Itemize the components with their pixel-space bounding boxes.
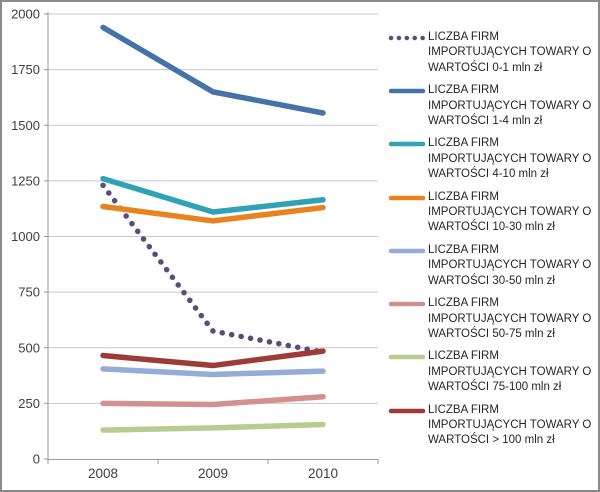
legend-item: LICZBA FIRM IMPORTUJĄCYCH TOWARY O WARTO…	[388, 243, 594, 289]
series-line	[100, 203, 326, 224]
legend-label: LICZBA FIRM IMPORTUJĄCYCH TOWARY O WARTO…	[428, 350, 592, 394]
series-line	[100, 175, 326, 215]
legend-label: LICZBA FIRM IMPORTUJĄCYCH TOWARY O WARTO…	[428, 403, 592, 447]
legend-item: LICZBA FIRM IMPORTUJĄCYCH TOWARY O WARTO…	[388, 190, 594, 236]
legend-item: LICZBA FIRM IMPORTUJĄCYCH TOWARY O WARTO…	[388, 83, 594, 129]
series-line	[100, 24, 326, 116]
legend-label: LICZBA FIRM IMPORTUJĄCYCH TOWARY O WARTO…	[428, 137, 592, 181]
legend-item: LICZBA FIRM IMPORTUJĄCYCH TOWARY O WARTO…	[388, 296, 594, 342]
legend-item: LICZBA FIRM IMPORTUJĄCYCH TOWARY O WARTO…	[388, 403, 594, 449]
y-tick-label: 750	[18, 285, 40, 300]
legend-label: LICZBA FIRM IMPORTUJĄCYCH TOWARY O WARTO…	[428, 84, 592, 128]
legend-label: LICZBA FIRM IMPORTUJĄCYCH TOWARY O WARTO…	[428, 297, 592, 340]
y-tick-label: 1250	[11, 173, 40, 188]
x-tick-label: 2008	[88, 466, 118, 481]
legend-line-swatch	[388, 408, 426, 413]
legend-line-swatch	[388, 195, 426, 200]
x-tick-label: 2009	[198, 466, 228, 481]
legend-line-swatch	[388, 301, 426, 307]
legend: LICZBA FIRM IMPORTUJĄCYCH TOWARY O WARTO…	[388, 30, 594, 456]
legend-line-swatch	[388, 88, 426, 94]
legend-label: LICZBA FIRM IMPORTUJĄCYCH TOWARY O WARTO…	[428, 190, 592, 234]
series-line	[100, 366, 326, 378]
series-line	[100, 421, 326, 433]
legend-line-swatch	[388, 142, 426, 147]
legend-line-swatch	[388, 248, 426, 254]
y-tick-label: 1000	[11, 229, 40, 244]
y-tick-label: 1750	[11, 62, 40, 77]
y-tick-label: 1500	[11, 118, 40, 133]
x-tick-label: 2010	[308, 466, 338, 481]
legend-item: LICZBA FIRM IMPORTUJĄCYCH TOWARY O WARTO…	[388, 30, 594, 76]
y-tick-label: 0	[33, 452, 40, 467]
series-line	[100, 348, 326, 369]
y-tick-label: 2000	[11, 7, 40, 22]
legend-dotted-line-swatch	[388, 35, 426, 41]
legend-line-swatch	[388, 355, 426, 360]
series-line	[100, 182, 326, 355]
y-tick-label: 250	[18, 396, 40, 411]
series-line	[100, 393, 326, 408]
legend-item: LICZBA FIRM IMPORTUJĄCYCH TOWARY O WARTO…	[388, 136, 594, 182]
legend-label: LICZBA FIRM IMPORTUJĄCYCH TOWARY O WARTO…	[428, 31, 592, 74]
y-tick-label: 500	[18, 340, 40, 355]
legend-label: LICZBA FIRM IMPORTUJĄCYCH TOWARY O WARTO…	[428, 243, 592, 287]
legend-item: LICZBA FIRM IMPORTUJĄCYCH TOWARY O WARTO…	[388, 349, 594, 395]
